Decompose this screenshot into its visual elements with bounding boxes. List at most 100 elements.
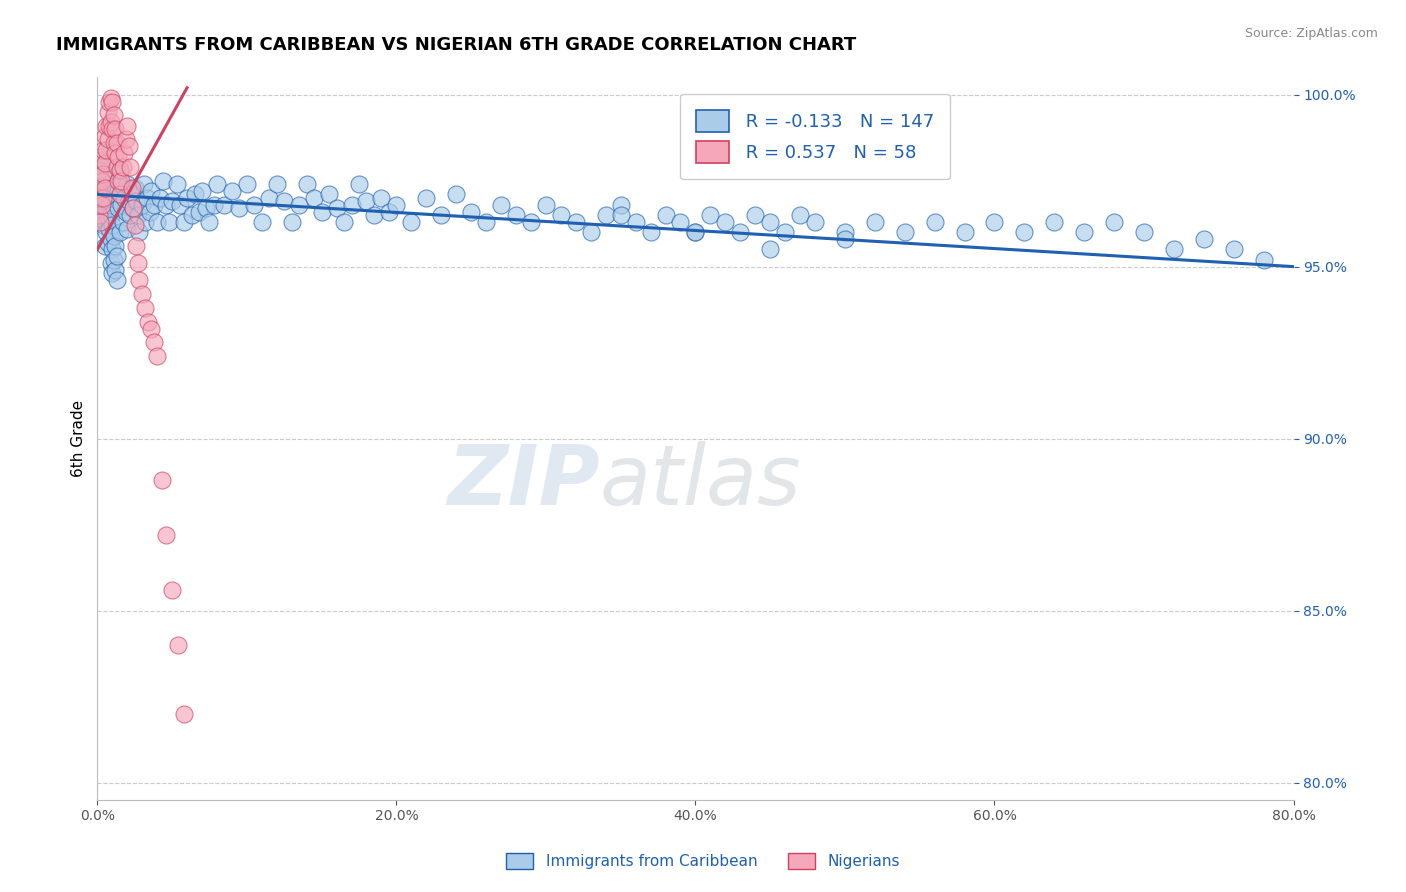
Point — [98, 95, 121, 109]
Point — [370, 191, 392, 205]
Point — [105, 160, 128, 174]
Point — [89, 173, 111, 187]
Point — [1073, 225, 1095, 239]
Point — [221, 184, 243, 198]
Point — [89, 150, 111, 164]
Point — [150, 473, 173, 487]
Point — [363, 208, 385, 222]
Point — [273, 194, 295, 209]
Point — [104, 122, 127, 136]
Point — [114, 204, 136, 219]
Point — [550, 208, 572, 222]
Point — [100, 256, 122, 270]
Point — [146, 349, 169, 363]
Point — [103, 252, 125, 267]
Point — [125, 239, 148, 253]
Point — [288, 197, 311, 211]
Point — [789, 208, 811, 222]
Point — [430, 208, 453, 222]
Point — [714, 215, 737, 229]
Point — [90, 153, 112, 167]
Legend:  R = -0.133   N = 147,  R = 0.537   N = 58: R = -0.133 N = 147, R = 0.537 N = 58 — [681, 94, 950, 179]
Point — [155, 528, 177, 542]
Point — [90, 160, 112, 174]
Point — [149, 191, 172, 205]
Point — [295, 177, 318, 191]
Point — [98, 221, 121, 235]
Point — [214, 197, 236, 211]
Point — [101, 267, 124, 281]
Point — [90, 208, 112, 222]
Point — [176, 191, 198, 205]
Point — [1192, 232, 1215, 246]
Point — [378, 204, 401, 219]
Point — [105, 249, 128, 263]
Point — [131, 287, 153, 301]
Point — [101, 95, 124, 109]
Point — [160, 194, 183, 209]
Point — [325, 201, 347, 215]
Point — [250, 215, 273, 229]
Point — [1102, 215, 1125, 229]
Point — [105, 136, 128, 150]
Point — [110, 177, 132, 191]
Point — [385, 197, 408, 211]
Point — [191, 184, 214, 198]
Point — [804, 215, 827, 229]
Point — [125, 194, 148, 209]
Point — [100, 115, 122, 129]
Point — [91, 167, 114, 181]
Point — [94, 191, 117, 205]
Point — [183, 187, 205, 202]
Point — [744, 208, 766, 222]
Point — [318, 187, 340, 202]
Point — [730, 225, 752, 239]
Point — [1014, 225, 1036, 239]
Point — [124, 219, 146, 233]
Point — [91, 143, 114, 157]
Point — [1133, 225, 1156, 239]
Point — [108, 187, 131, 202]
Point — [91, 191, 114, 205]
Point — [103, 136, 125, 150]
Point — [863, 215, 886, 229]
Point — [654, 208, 676, 222]
Point — [96, 225, 118, 239]
Point — [173, 215, 195, 229]
Point — [1253, 252, 1275, 267]
Point — [124, 180, 146, 194]
Point — [609, 197, 631, 211]
Legend: Immigrants from Caribbean, Nigerians: Immigrants from Caribbean, Nigerians — [499, 847, 907, 875]
Point — [579, 225, 602, 239]
Point — [475, 215, 498, 229]
Point — [131, 197, 153, 211]
Point — [759, 215, 782, 229]
Point — [167, 638, 190, 652]
Point — [103, 108, 125, 122]
Point — [90, 173, 112, 187]
Point — [520, 215, 543, 229]
Point — [1163, 243, 1185, 257]
Point — [97, 132, 120, 146]
Point — [401, 215, 423, 229]
Point — [152, 173, 174, 187]
Point — [141, 184, 163, 198]
Point — [834, 232, 856, 246]
Text: IMMIGRANTS FROM CARIBBEAN VS NIGERIAN 6TH GRADE CORRELATION CHART: IMMIGRANTS FROM CARIBBEAN VS NIGERIAN 6T… — [56, 36, 856, 54]
Point — [121, 187, 143, 202]
Point — [228, 201, 250, 215]
Point — [87, 163, 110, 178]
Point — [94, 180, 117, 194]
Point — [143, 335, 166, 350]
Point — [640, 225, 662, 239]
Point — [132, 177, 155, 191]
Point — [97, 211, 120, 226]
Point — [188, 204, 211, 219]
Point — [205, 177, 228, 191]
Point — [91, 194, 114, 209]
Point — [924, 215, 946, 229]
Point — [460, 204, 482, 219]
Point — [415, 191, 437, 205]
Point — [444, 187, 467, 202]
Point — [565, 215, 588, 229]
